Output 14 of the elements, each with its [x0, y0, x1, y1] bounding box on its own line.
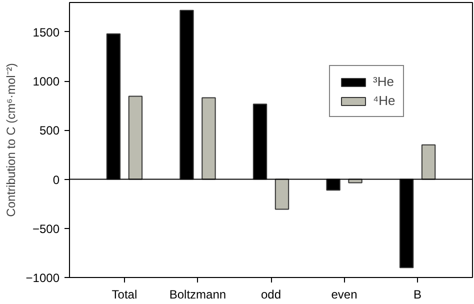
y-tick-label: −1000	[26, 271, 60, 285]
legend-label: ³He	[373, 74, 394, 89]
y-tick-label: 0	[52, 172, 60, 187]
x-tick-label: even	[331, 288, 358, 302]
x-tick-label: Boltzmann	[169, 288, 226, 302]
y-axis-title: Contribution to C (cm⁶·mol⁻²)	[4, 63, 18, 217]
x-tick-label: Total	[112, 288, 138, 302]
y-tick-label: 1500	[32, 25, 60, 40]
x-tick-label: odd	[260, 288, 282, 302]
y-tick-label: 500	[39, 124, 60, 138]
y-tick-label: 1000	[32, 74, 60, 89]
y-tick-label: −500	[32, 222, 60, 236]
x-tick-label: B	[414, 288, 422, 302]
legend-label: ⁴He	[373, 93, 396, 108]
